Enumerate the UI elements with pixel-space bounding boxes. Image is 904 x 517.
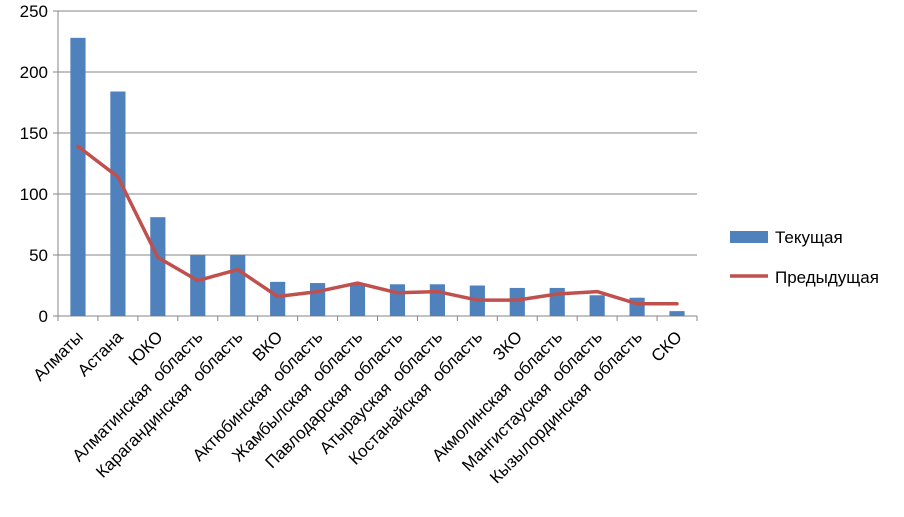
- y-tick-label: 200: [20, 63, 48, 82]
- axes: [53, 10, 698, 321]
- y-tick-labels: 0 50 100 150 200 250: [20, 2, 48, 326]
- bar: [669, 311, 685, 316]
- bar: [110, 91, 126, 317]
- bar: [509, 287, 525, 316]
- bar: [270, 281, 286, 316]
- x-tick-label: СКО: [648, 327, 686, 365]
- y-tick-label: 100: [20, 185, 48, 204]
- legend: Текущая Предыдущая: [730, 228, 879, 287]
- bar: [230, 255, 246, 316]
- legend-label: Текущая: [775, 228, 843, 247]
- x-tick-label: Алматы: [29, 327, 86, 384]
- series-line: [76, 144, 679, 306]
- bar: [589, 295, 605, 316]
- legend-swatch-bar: [730, 231, 768, 243]
- bar: [349, 283, 366, 316]
- bar: [150, 217, 166, 316]
- x-tick-label: Астана: [74, 327, 127, 380]
- bar: [70, 37, 86, 317]
- bar: [389, 284, 406, 316]
- gridlines: [58, 10, 697, 256]
- bar: [429, 284, 445, 316]
- bar: [310, 283, 326, 316]
- y-tick-label: 250: [20, 2, 48, 21]
- y-tick-label: 150: [20, 124, 48, 143]
- bar: [190, 255, 206, 316]
- bar-series: [70, 37, 685, 317]
- line-series: [76, 144, 679, 306]
- legend-label: Предыдущая: [775, 268, 879, 287]
- y-tick-label: 0: [39, 307, 48, 326]
- y-tick-label: 50: [29, 246, 48, 265]
